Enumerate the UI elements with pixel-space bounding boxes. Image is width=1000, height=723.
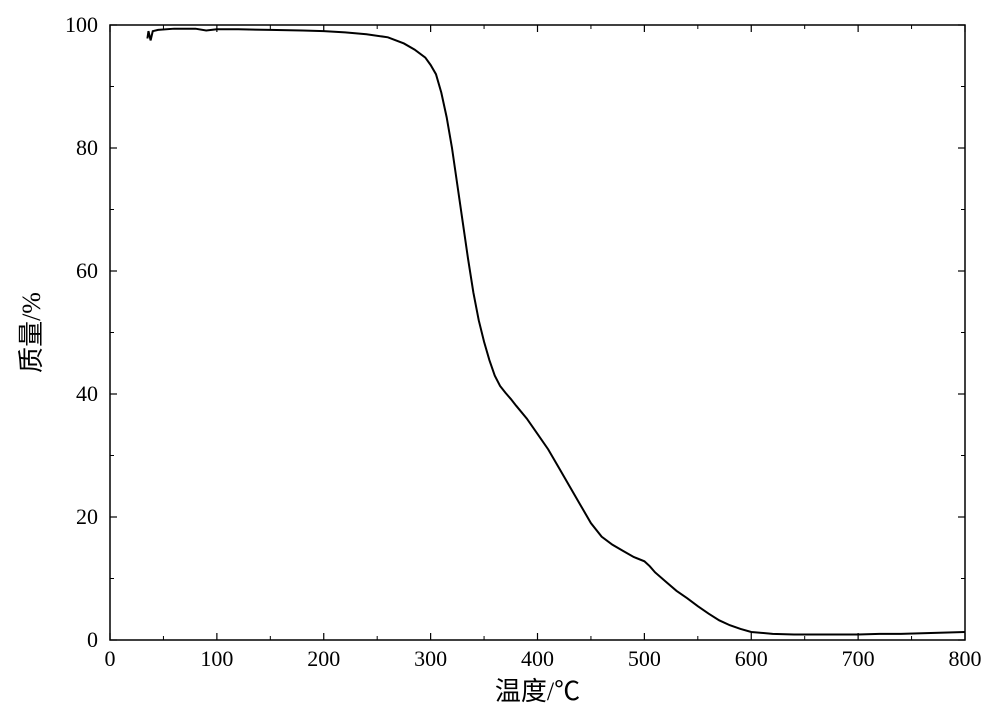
plot-frame: [110, 25, 965, 640]
x-tick-label: 100: [200, 646, 233, 671]
y-tick-label: 80: [76, 135, 98, 160]
x-tick-label: 800: [949, 646, 982, 671]
x-tick-label: 300: [414, 646, 447, 671]
x-tick-label: 500: [628, 646, 661, 671]
y-tick-label: 20: [76, 504, 98, 529]
tga-chart: 0 100 200 300 400 500 600 700 800 0 20 40 60 80 100 温度/…: [0, 0, 1000, 723]
series-tga-curve: [147, 29, 965, 635]
y-axis-label: 质量/%: [17, 292, 46, 373]
y-tick-label: 60: [76, 258, 98, 283]
x-tick-label: 0: [105, 646, 116, 671]
y-tick-label: 40: [76, 381, 98, 406]
chart-svg: 0 100 200 300 400 500 600 700 800 0 20 40 60 80 100 温度/…: [0, 0, 1000, 723]
x-tick-label: 400: [521, 646, 554, 671]
x-tick-label: 700: [842, 646, 875, 671]
y-tick-label: 0: [87, 627, 98, 652]
x-axis-label: 温度/℃: [495, 677, 580, 706]
x-tick-label: 200: [307, 646, 340, 671]
x-tick-label: 600: [735, 646, 768, 671]
y-tick-label: 100: [65, 12, 98, 37]
